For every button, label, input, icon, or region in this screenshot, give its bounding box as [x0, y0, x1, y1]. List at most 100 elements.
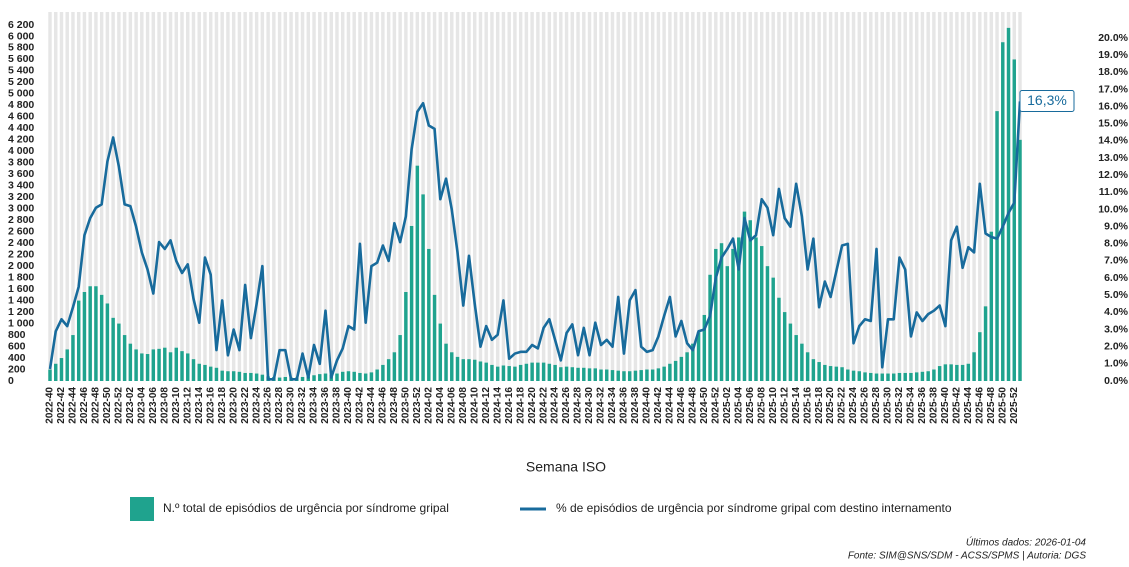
- bar: [662, 366, 666, 381]
- week-stripe: [616, 12, 620, 381]
- week-stripe: [82, 12, 87, 381]
- x-tick-label: 2022-44: [68, 387, 79, 424]
- week-stripe: [231, 12, 236, 381]
- x-tick-label: 2024-50: [699, 387, 710, 424]
- y2-tick-label: 19.0%: [1098, 49, 1128, 61]
- x-tick-label: 2025-04: [733, 387, 744, 424]
- week-stripe: [869, 12, 873, 381]
- bar: [840, 367, 844, 381]
- bar: [404, 292, 408, 381]
- x-tick-label: 2024-28: [573, 387, 584, 424]
- week-stripe: [490, 12, 494, 381]
- week-stripe: [564, 12, 569, 381]
- bar: [788, 323, 793, 381]
- week-stripe: [312, 12, 316, 381]
- week-stripe: [708, 12, 712, 381]
- week-stripe: [163, 12, 167, 381]
- bar: [398, 335, 402, 381]
- x-tick-label: 2023-02: [125, 387, 136, 424]
- bar: [415, 165, 420, 381]
- bar: [570, 367, 575, 381]
- week-stripe: [748, 12, 752, 381]
- x-tick-label: 2023-40: [343, 387, 354, 424]
- y2-tick-label: 13.0%: [1098, 152, 1128, 164]
- bar: [926, 371, 930, 381]
- week-stripe: [920, 12, 925, 381]
- week-stripe: [541, 12, 546, 381]
- bar: [140, 353, 144, 381]
- bar: [765, 266, 770, 381]
- bar: [151, 349, 156, 381]
- bar: [742, 211, 747, 381]
- week-stripe: [289, 12, 293, 381]
- bar: [823, 364, 827, 381]
- week-stripe: [633, 12, 638, 381]
- y-tick-label: 1 200: [8, 306, 34, 318]
- week-stripe: [857, 12, 862, 381]
- y2-tick-label: 9.0%: [1104, 220, 1129, 232]
- week-stripe: [478, 12, 483, 381]
- x-tick-label: 2022-46: [79, 387, 90, 424]
- week-stripe: [553, 12, 557, 381]
- week-stripe: [191, 12, 196, 381]
- week-stripe: [455, 12, 460, 381]
- y-tick-label: 2 600: [8, 225, 34, 237]
- bar: [243, 372, 247, 381]
- y-tick-label: 3 600: [8, 168, 34, 180]
- week-stripe: [174, 12, 178, 381]
- bar: [673, 360, 678, 381]
- y-tick-label: 1 800: [8, 271, 34, 283]
- y2-tick-label: 3.0%: [1104, 323, 1129, 335]
- y2-tick-label: 17.0%: [1098, 83, 1128, 95]
- week-stripe: [375, 12, 379, 381]
- bar: [559, 367, 563, 381]
- week-stripe: [914, 12, 919, 381]
- bar: [82, 292, 87, 381]
- week-stripe: [909, 12, 913, 381]
- week-stripe: [157, 12, 161, 381]
- week-stripe: [295, 12, 299, 381]
- bar: [989, 231, 994, 381]
- x-tick-label: 2023-20: [228, 387, 239, 424]
- week-stripe: [329, 12, 333, 381]
- x-tick-label: 2024-42: [653, 387, 664, 424]
- bar: [972, 352, 976, 381]
- y-tick-label: 2 000: [8, 260, 34, 272]
- y2-tick-label: 6.0%: [1104, 272, 1129, 284]
- bar: [960, 364, 965, 381]
- week-stripe: [186, 12, 190, 381]
- week-stripe: [513, 12, 517, 381]
- bar: [94, 286, 98, 381]
- week-stripe: [260, 12, 265, 381]
- y2-tick-label: 8.0%: [1104, 238, 1129, 250]
- y-tick-label: 4 800: [8, 99, 34, 111]
- bar: [1018, 139, 1022, 381]
- week-stripe: [650, 12, 655, 381]
- x-tick-label: 2025-30: [883, 387, 894, 424]
- x-tick-label: 2024-04: [435, 387, 446, 424]
- week-stripe: [128, 12, 133, 381]
- x-tick-label: 2025-38: [929, 387, 940, 424]
- x-tick-label: 2024-34: [607, 387, 618, 424]
- y2-tick-label: 1.0%: [1104, 358, 1129, 370]
- bar: [846, 369, 850, 381]
- x-tick-label: 2025-02: [722, 387, 733, 424]
- x-tick-label: 2023-12: [182, 387, 193, 424]
- week-stripe: [610, 12, 615, 381]
- y2-tick-label: 16.0%: [1098, 100, 1128, 112]
- bar: [691, 343, 695, 381]
- line: [48, 101, 1022, 381]
- bar: [145, 354, 150, 381]
- week-stripe: [679, 12, 684, 381]
- bar: [168, 352, 173, 381]
- bar: [438, 323, 443, 381]
- week-stripe: [495, 12, 500, 381]
- bar: [656, 368, 661, 381]
- bar: [932, 369, 936, 381]
- week-stripe: [897, 12, 902, 381]
- week-stripe: [140, 12, 144, 381]
- week-stripe: [392, 12, 397, 381]
- week-stripe: [645, 12, 649, 381]
- week-stripe: [427, 12, 431, 381]
- bar: [685, 352, 689, 381]
